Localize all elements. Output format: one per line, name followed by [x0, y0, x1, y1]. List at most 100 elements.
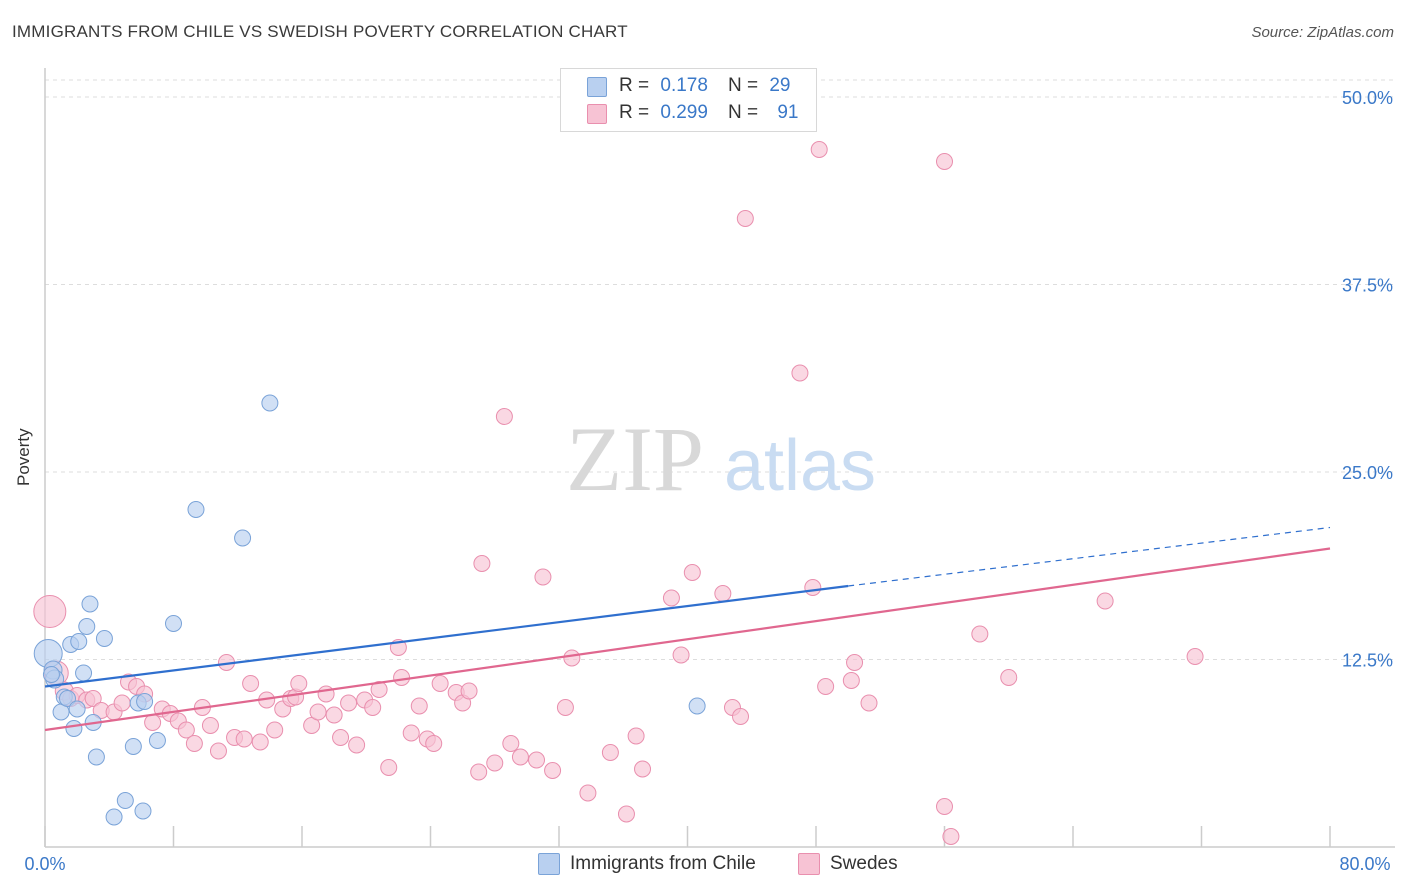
chile-point	[136, 693, 154, 710]
chile-point	[75, 664, 93, 682]
swedes-point	[410, 697, 428, 715]
swedes-point	[380, 759, 398, 776]
swedes-point	[266, 721, 284, 739]
chile-point	[134, 802, 152, 820]
chile-point	[95, 630, 113, 647]
swedes-point	[842, 672, 860, 689]
swedes-point	[662, 589, 680, 607]
chile-point	[165, 615, 182, 632]
swedes-point	[425, 735, 443, 752]
swedes-point	[672, 646, 690, 664]
swedes-point	[860, 694, 878, 712]
bottom-legend-swatch-swedes	[798, 853, 820, 875]
swedes-point	[544, 762, 562, 779]
legend: R = 0.178 N = 29 R = 0.299 N = 91	[560, 68, 817, 132]
chile-point	[42, 666, 60, 683]
swedes-point	[736, 210, 754, 227]
swedes-point	[683, 564, 701, 581]
legend-n-value: 29	[769, 75, 791, 96]
swedes-point	[209, 742, 227, 760]
chile-points	[33, 394, 706, 826]
swedes-point	[556, 699, 574, 716]
y-tick-label: 50.0%	[1342, 88, 1393, 108]
legend-n-value: 91	[777, 102, 799, 123]
swedes-point	[936, 798, 953, 815]
bottom-legend-label-swedes: Swedes	[830, 853, 898, 874]
chile-point	[688, 697, 706, 715]
chile-point	[124, 738, 142, 755]
swedes-point	[810, 141, 828, 158]
chile-point	[81, 595, 99, 613]
legend-row-chile: R = 0.178 N = 29	[619, 74, 790, 98]
swedes-point	[804, 579, 822, 596]
swedes-point	[290, 675, 308, 692]
y-tick-label: 12.5%	[1342, 651, 1393, 671]
legend-row-swedes: R = 0.299 N = 91	[619, 101, 798, 125]
swedes-point	[309, 703, 327, 721]
swedes-point	[1000, 669, 1018, 686]
swedes-point	[634, 760, 652, 778]
swedes-trend-line	[44, 547, 1331, 732]
swedes-point	[714, 585, 732, 602]
y-tick-label: 25.0%	[1342, 463, 1393, 483]
source-label: Source: ZipAtlas.com	[1251, 24, 1394, 41]
swedes-point	[332, 729, 350, 746]
swedes-point	[370, 681, 388, 698]
legend-swatch-swedes	[587, 104, 607, 124]
swedes-point	[534, 568, 552, 586]
trend-lines	[44, 526, 1331, 732]
swedes-point	[502, 735, 520, 752]
legend-r-value: 0.299	[660, 102, 708, 123]
legend-r-label: R =	[619, 75, 650, 96]
swedes-point	[627, 727, 645, 745]
chile-point	[187, 501, 205, 518]
swedes-point	[185, 735, 203, 752]
chile-point	[78, 618, 96, 635]
swedes-point	[617, 805, 635, 823]
swedes-point	[732, 708, 750, 725]
chile-point	[58, 690, 76, 707]
swedes-point	[144, 714, 162, 731]
chile-point	[116, 792, 134, 809]
swedes-point	[84, 690, 102, 707]
chart-title: IMMIGRANTS FROM CHILE VS SWEDISH POVERTY…	[12, 22, 628, 41]
swedes-point	[201, 717, 219, 734]
legend-n-label: N =	[727, 102, 759, 123]
legend-r-value: 0.178	[660, 75, 708, 96]
swedes-point	[470, 763, 488, 781]
swedes-point	[393, 669, 411, 686]
swedes-point	[1186, 648, 1204, 665]
bottom-legend-label-chile: Immigrants from Chile	[570, 853, 756, 874]
swedes-point	[942, 828, 960, 845]
axes	[44, 68, 1395, 848]
chile-point	[65, 720, 83, 737]
chile-point	[148, 732, 166, 749]
x-tick-label: 80.0%	[1339, 854, 1390, 874]
bottom-legend-swatch-chile	[538, 853, 560, 875]
bottom-legend-swedes: Swedes	[798, 850, 898, 878]
swedes-point	[235, 730, 253, 748]
chile-point	[87, 748, 105, 766]
chile-trend-extension	[848, 526, 1331, 587]
legend-n-label: N =	[727, 75, 759, 96]
swedes-point	[251, 733, 269, 751]
swedes-point	[563, 649, 581, 667]
chile-point	[70, 633, 88, 650]
swedes-point	[348, 736, 366, 754]
swedes-point	[1096, 592, 1114, 610]
chile-point	[234, 529, 252, 547]
swedes-point	[846, 654, 864, 671]
swedes-point	[340, 694, 358, 712]
grid-lines	[45, 79, 1395, 660]
swedes-point	[486, 754, 504, 772]
swedes-point	[431, 675, 449, 692]
chile-point	[68, 700, 86, 718]
legend-r-label: R =	[619, 102, 650, 123]
swedes-point	[177, 721, 195, 739]
swedes-point	[473, 555, 491, 572]
swedes-point	[791, 364, 809, 382]
chile-point	[261, 394, 279, 412]
x-tick-label: 0.0%	[24, 854, 65, 874]
swedes-point	[971, 625, 989, 643]
